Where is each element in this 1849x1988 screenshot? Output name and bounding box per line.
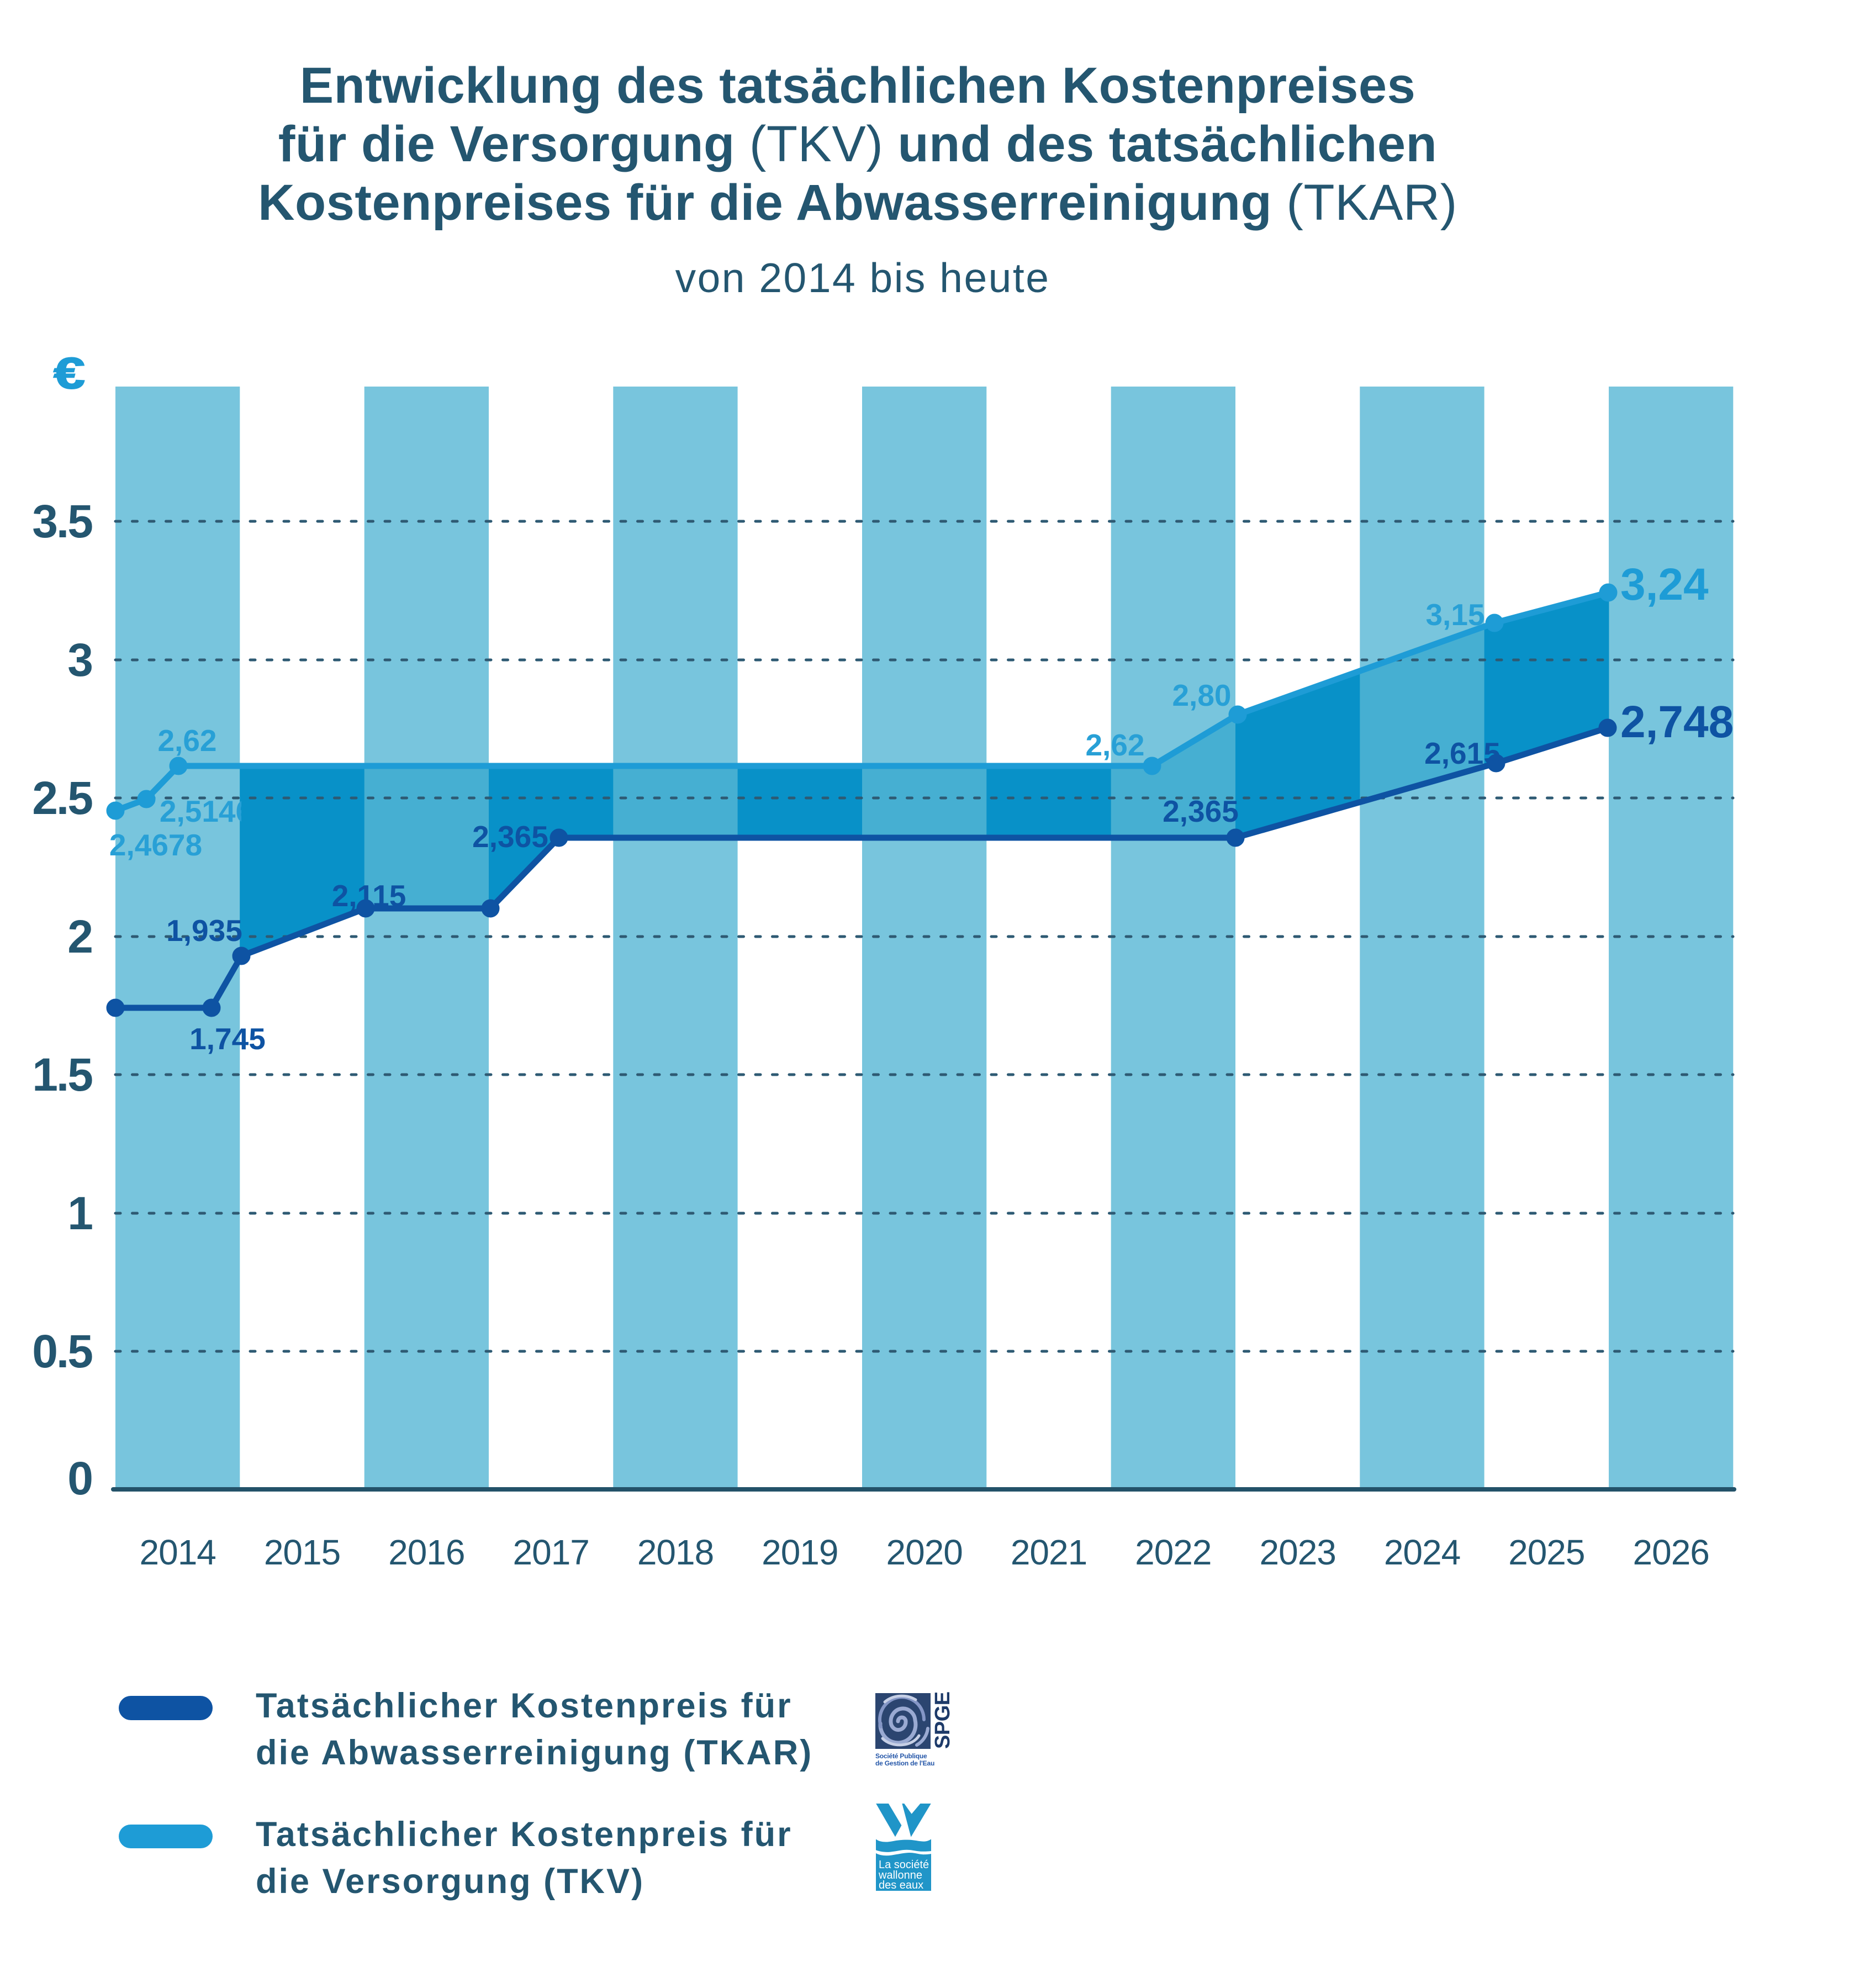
svg-text:von 2014 bis heute: von 2014 bis heute [675,255,1050,301]
svg-text:3: 3 [67,634,92,686]
svg-text:Entwicklung des tatsächlichen: Entwicklung des tatsächlichen Kostenprei… [300,57,1416,114]
svg-text:2017: 2017 [513,1532,589,1572]
svg-text:2,115: 2,115 [332,879,406,913]
svg-text:2,4678: 2,4678 [109,828,202,862]
svg-text:1,745: 1,745 [189,1022,266,1056]
svg-text:2025: 2025 [1508,1532,1584,1572]
svg-text:die Versorgung (TKV): die Versorgung (TKV) [256,1862,644,1901]
svg-text:2,5146: 2,5146 [160,794,252,828]
svg-text:2019: 2019 [762,1532,838,1572]
svg-text:2015: 2015 [264,1532,340,1572]
svg-text:2016: 2016 [388,1532,464,1572]
svg-text:de Gestion de l'Eau: de Gestion de l'Eau [875,1759,934,1767]
svg-text:1: 1 [67,1187,92,1239]
svg-text:2,62: 2,62 [157,723,216,758]
svg-text:2.5: 2.5 [32,772,92,824]
svg-text:2,365: 2,365 [472,819,548,854]
svg-text:2: 2 [67,911,92,963]
svg-text:2014: 2014 [140,1532,216,1572]
svg-text:1.5: 1.5 [32,1049,92,1101]
svg-text:2022: 2022 [1135,1532,1211,1572]
svg-text:3.5: 3.5 [32,495,92,547]
svg-text:die Abwasserreinigung (TKAR): die Abwasserreinigung (TKAR) [256,1733,813,1772]
svg-text:€: € [54,349,85,398]
svg-text:Société Publique: Société Publique [875,1752,927,1760]
svg-text:Kostenpreises für die Abwasser: Kostenpreises für die Abwasserreinigung … [258,175,1457,231]
svg-text:für die Versorgung (TKV) und d: für die Versorgung (TKV) und des tatsäch… [278,116,1437,172]
svg-text:SPGE: SPGE [931,1691,954,1749]
svg-text:2020: 2020 [886,1532,963,1572]
svg-text:2024: 2024 [1384,1532,1460,1572]
svg-text:2021: 2021 [1011,1532,1087,1572]
svg-text:3,15: 3,15 [1425,598,1485,632]
svg-text:2,80: 2,80 [1172,678,1231,712]
svg-text:des eaux: des eaux [879,1879,923,1891]
svg-text:0: 0 [67,1452,92,1504]
svg-text:2,615: 2,615 [1424,736,1501,770]
svg-text:2,748: 2,748 [1620,697,1734,747]
svg-text:Tatsächlicher Kostenpreis für: Tatsächlicher Kostenpreis für [256,1815,793,1854]
svg-text:1,935: 1,935 [166,913,242,948]
svg-text:Tatsächlicher Kostenpreis für: Tatsächlicher Kostenpreis für [256,1686,793,1725]
svg-text:0.5: 0.5 [32,1325,92,1377]
svg-text:2,365: 2,365 [1163,794,1239,828]
svg-text:2018: 2018 [637,1532,714,1572]
svg-text:2,62: 2,62 [1085,728,1144,762]
svg-text:2026: 2026 [1633,1532,1709,1572]
svg-text:La société: La société [879,1859,929,1871]
svg-text:wallonne: wallonne [878,1869,922,1881]
svg-text:3,24: 3,24 [1620,559,1709,610]
svg-text:2023: 2023 [1260,1532,1336,1572]
